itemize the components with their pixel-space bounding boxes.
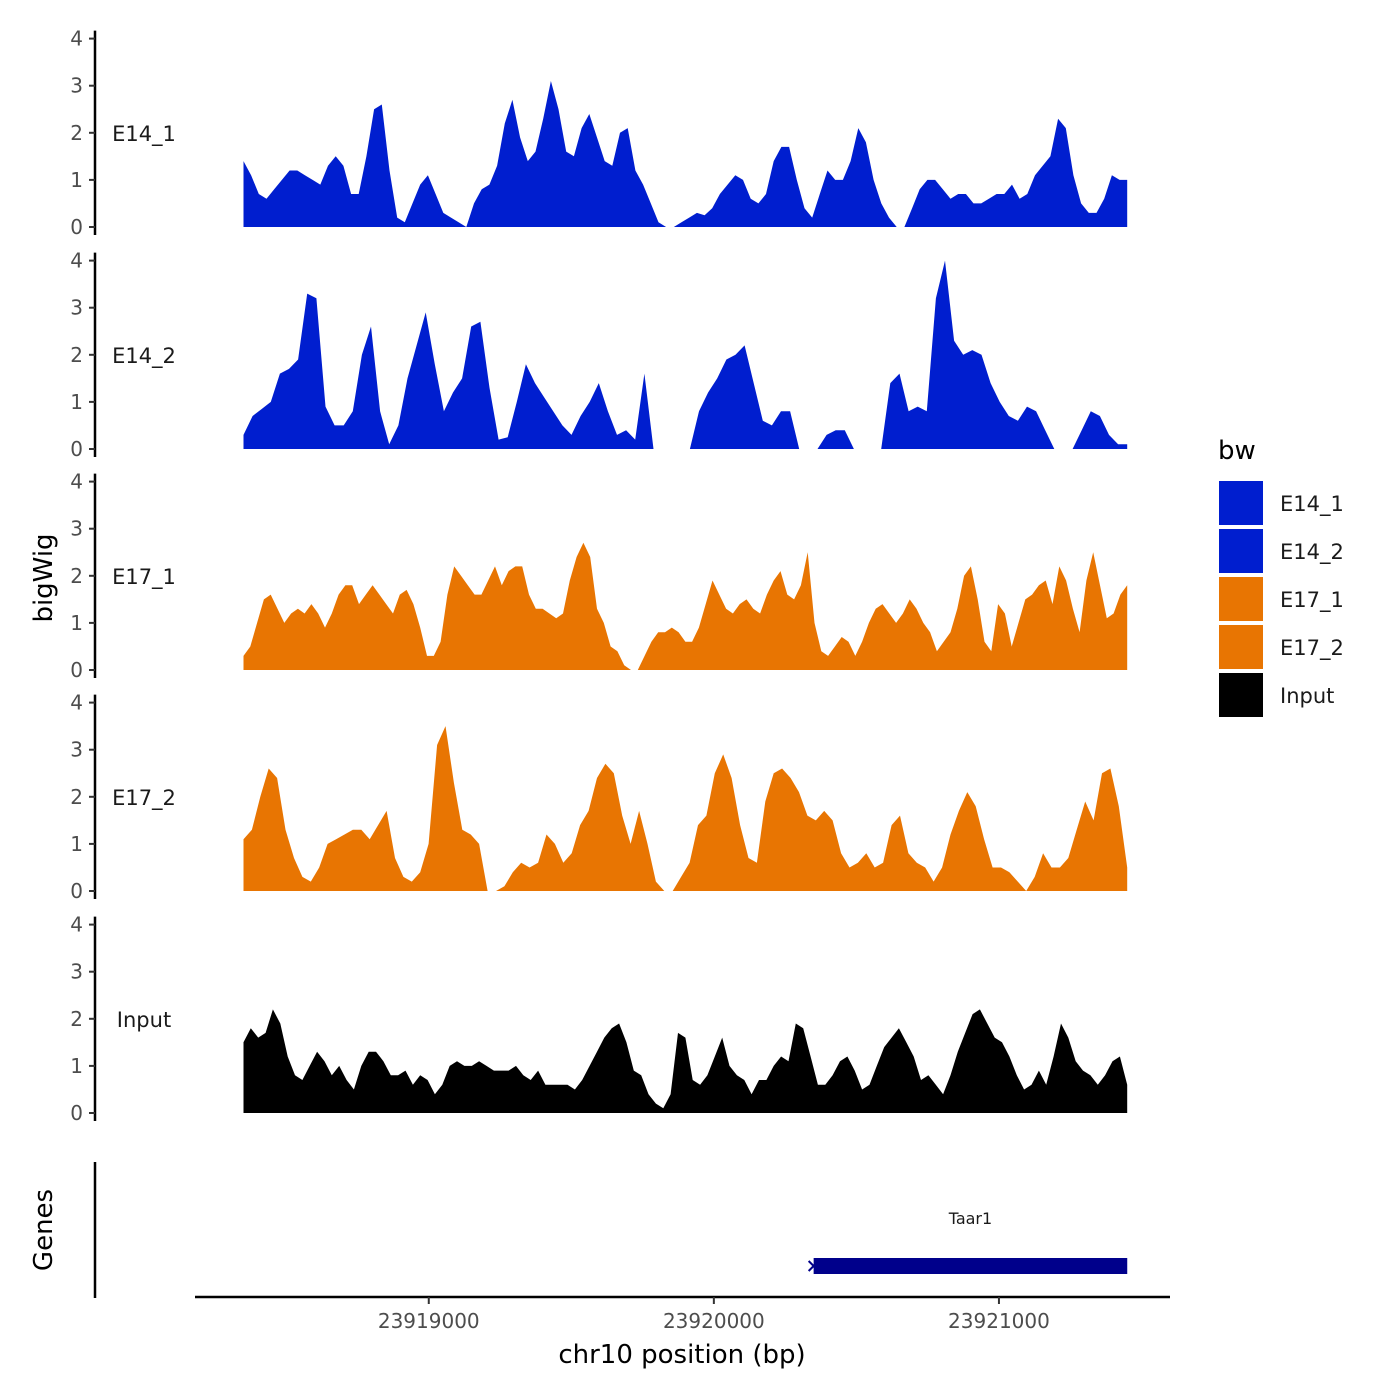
legend-label: E14_2 [1280, 540, 1344, 565]
track-label-Input: Input [117, 1008, 171, 1032]
legend-swatch [1217, 671, 1265, 719]
gene-body [813, 1258, 1128, 1274]
gene-Taar1: Taar1 [807, 1209, 1128, 1274]
panel-E17_2: 0 1 2 3 4 E17_2 [70, 691, 1128, 903]
y-tick-label: 4 [70, 691, 83, 715]
y-tick-label: 2 [70, 343, 83, 367]
y-tick-label: 3 [70, 74, 83, 98]
y-tick-label: 0 [70, 437, 83, 461]
area-E17_2 [243, 726, 1128, 891]
area-Input [243, 1009, 1128, 1113]
y-tick-label: 0 [70, 879, 83, 903]
legend-item-E17_1: E17_1 [1217, 575, 1344, 623]
x-tick-label: 23920000 [663, 1309, 765, 1333]
legend-item-Input: Input [1217, 671, 1334, 719]
y-tick-label: 1 [70, 832, 83, 856]
area-E14_2 [243, 260, 1128, 449]
gene-strand-mark [807, 1260, 820, 1272]
legend-item-E14_1: E14_1 [1217, 479, 1344, 527]
legend-swatch [1217, 479, 1265, 527]
x-tick-label: 23921000 [948, 1309, 1050, 1333]
legend-swatch [1217, 623, 1265, 671]
track-label-E17_2: E17_2 [112, 786, 176, 811]
y-tick-label: 0 [70, 1101, 83, 1125]
y-tick-label: 0 [70, 215, 83, 239]
legend-label: E14_1 [1280, 492, 1344, 517]
y-tick-label: 3 [70, 960, 83, 984]
y-tick-label: 2 [70, 785, 83, 809]
x-axis: 23919000 23920000 23921000 [195, 1295, 1170, 1333]
y-axis-title: bigWig [29, 533, 59, 622]
legend-label: E17_2 [1280, 636, 1344, 661]
legend-label: E17_1 [1280, 588, 1344, 613]
y-tick-label: 1 [70, 168, 83, 192]
legend-swatch [1217, 527, 1265, 575]
y-tick-label: 1 [70, 1054, 83, 1078]
y-tick-label: 3 [70, 517, 83, 541]
gene-track: Taar1 [93, 1162, 1128, 1298]
area-E14_1 [243, 81, 1128, 227]
panel-E14_2: 0 1 2 3 4 E14_2 [70, 249, 1128, 461]
track-label-E14_2: E14_2 [112, 344, 176, 369]
track-label-E17_1: E17_1 [112, 565, 176, 590]
gene-label: Taar1 [948, 1209, 993, 1228]
legend-item-E14_2: E14_2 [1217, 527, 1344, 575]
y-tick-label: 2 [70, 564, 83, 588]
area-E17_1 [243, 542, 1128, 670]
x-tick-label: 23919000 [378, 1309, 480, 1333]
legend: bw E14_1 E14_2 E17_1 E17_2 Input [1217, 436, 1344, 719]
track-label-E14_1: E14_1 [112, 122, 176, 147]
panel-E14_1: 0 1 2 3 4 E14_1 [70, 27, 1128, 239]
y-tick-label: 2 [70, 1007, 83, 1031]
panel-Input: 0 1 2 3 4 Input [70, 913, 1128, 1125]
y-tick-label: 3 [70, 296, 83, 320]
y-tick-label: 4 [70, 27, 83, 51]
legend-swatch [1217, 575, 1265, 623]
y-tick-label: 1 [70, 390, 83, 414]
bigwig-panels: 0 1 2 3 4 E14_1 0 1 2 3 4 E14_2 0 1 2 3 4 E17_1 0 1 2 3 4 E17_2… [70, 27, 1128, 1125]
y-tick-label: 2 [70, 121, 83, 145]
y-tick-label: 1 [70, 611, 83, 635]
panel-E17_1: 0 1 2 3 4 E17_1 [70, 470, 1128, 682]
legend-title: bw [1218, 436, 1256, 466]
legend-label: Input [1280, 684, 1334, 708]
y-tick-label: 4 [70, 470, 83, 494]
y-tick-label: 4 [70, 249, 83, 273]
gene-track-title: Genes [29, 1189, 59, 1271]
legend-item-E17_2: E17_2 [1217, 623, 1344, 671]
y-tick-label: 3 [70, 738, 83, 762]
y-tick-label: 4 [70, 913, 83, 937]
y-tick-label: 0 [70, 658, 83, 682]
x-axis-title: chr10 position (bp) [558, 1340, 805, 1370]
